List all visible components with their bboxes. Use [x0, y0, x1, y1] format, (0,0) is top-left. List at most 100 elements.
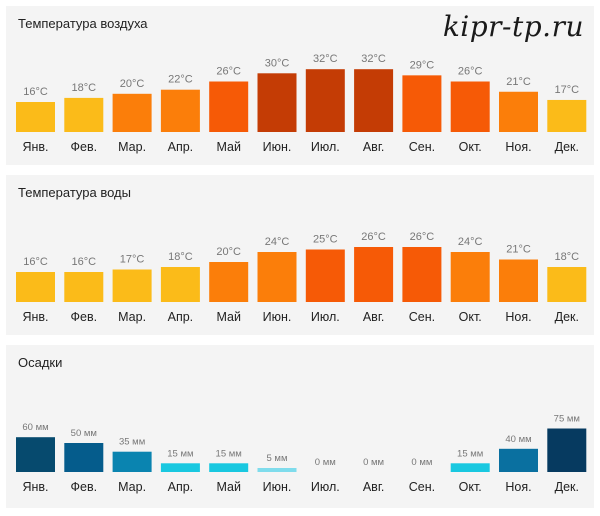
value-label-11: 18°C [555, 251, 580, 263]
bar-4 [209, 262, 249, 302]
bar-3 [160, 267, 200, 302]
month-label-1: Фев. [71, 140, 98, 154]
month-label-10: Ноя. [505, 480, 531, 494]
bar-11 [547, 267, 587, 302]
value-label-6: 25°C [313, 234, 338, 246]
panel-title: Температура воды [18, 185, 131, 200]
bar-1 [64, 272, 104, 302]
value-label-4: 26°C [216, 66, 241, 78]
month-label-2: Мар. [118, 480, 146, 494]
value-label-10: 21°C [506, 76, 531, 88]
month-label-4: Май [216, 140, 241, 154]
value-label-4: 15 мм [216, 448, 242, 459]
water-temperature-chart: 16°C Янв. 16°C Фев. 17°C Мар. 18°C Апр. 20°C Май 2… [16, 231, 587, 324]
bar-5 [257, 468, 297, 472]
value-label-8: 0 мм [411, 457, 432, 468]
bar-8 [402, 75, 442, 132]
value-label-2: 20°C [120, 78, 145, 90]
month-label-3: Апр. [168, 480, 194, 494]
value-label-0: 16°C [23, 256, 48, 268]
bar-2 [112, 451, 152, 472]
panel-title: Температура воздуха [18, 16, 148, 31]
month-label-10: Ноя. [505, 310, 531, 324]
value-label-3: 15 мм [167, 448, 193, 459]
month-label-8: Сен. [409, 310, 435, 324]
value-label-2: 17°C [120, 254, 145, 266]
value-label-5: 30°C [265, 57, 290, 69]
bar-7 [354, 247, 394, 302]
value-label-10: 21°C [506, 244, 531, 256]
value-label-1: 18°C [72, 82, 97, 94]
bar-3 [160, 89, 200, 132]
bar-10 [499, 448, 538, 472]
month-label-11: Дек. [555, 140, 579, 154]
value-label-10: 40 мм [505, 434, 531, 445]
bar-6 [305, 69, 345, 132]
bar-5 [257, 252, 297, 302]
bar-0 [16, 437, 55, 472]
month-label-4: Май [216, 480, 241, 494]
bar-10 [499, 259, 538, 302]
value-label-1: 16°C [72, 256, 97, 268]
value-label-3: 22°C [168, 74, 193, 86]
month-label-7: Авг. [363, 310, 384, 324]
value-label-0: 60 мм [22, 422, 48, 433]
value-label-5: 5 мм [267, 453, 288, 464]
month-label-1: Фев. [71, 480, 98, 494]
bar-1 [64, 443, 104, 472]
bar-3 [160, 463, 200, 472]
month-label-7: Авг. [363, 140, 384, 154]
value-label-7: 0 мм [363, 457, 384, 468]
bar-4 [209, 463, 249, 472]
month-label-5: Июн. [263, 310, 292, 324]
bar-10 [499, 91, 538, 132]
bar-5 [257, 73, 297, 132]
bar-2 [112, 269, 152, 302]
value-label-9: 15 мм [457, 448, 483, 459]
bar-7 [354, 69, 394, 132]
month-label-10: Ноя. [505, 140, 531, 154]
month-label-0: Янв. [22, 310, 48, 324]
bar-11 [547, 99, 587, 132]
value-label-11: 75 мм [554, 414, 580, 425]
value-label-11: 17°C [555, 84, 580, 96]
month-label-2: Мар. [118, 140, 146, 154]
month-label-5: Июн. [263, 480, 292, 494]
month-label-8: Сен. [409, 480, 435, 494]
value-label-8: 29°C [410, 59, 435, 71]
value-label-8: 26°C [410, 231, 435, 243]
bar-2 [112, 93, 152, 132]
month-label-3: Апр. [168, 140, 194, 154]
bar-4 [209, 81, 249, 132]
bar-8 [402, 247, 442, 302]
precipitation-panel: Осадки 60 мм Янв. 50 мм Фев. 35 мм Мар. 15 мм А… [6, 345, 594, 508]
value-label-9: 26°C [458, 66, 483, 78]
bar-6 [305, 249, 345, 302]
month-label-11: Дек. [555, 480, 579, 494]
air-temperature-chart: 16°C Янв. 18°C Фев. 20°C Мар. 22°C Апр. 26°C Май 3… [16, 53, 587, 154]
value-label-4: 20°C [216, 246, 241, 258]
bar-9 [450, 463, 490, 472]
month-label-4: Май [216, 310, 241, 324]
month-label-5: Июн. [263, 140, 292, 154]
value-label-7: 26°C [361, 231, 386, 243]
month-label-9: Окт. [459, 140, 482, 154]
month-label-6: Июл. [311, 310, 340, 324]
precipitation-chart: 60 мм Янв. 50 мм Фев. 35 мм Мар. 15 мм Апр. 15 м… [16, 414, 587, 494]
value-label-6: 32°C [313, 53, 338, 65]
month-label-1: Фев. [71, 310, 98, 324]
site-watermark: kipr-tp.ru [442, 10, 584, 43]
value-label-3: 18°C [168, 251, 193, 263]
month-label-9: Окт. [459, 480, 482, 494]
panel-title: Осадки [18, 355, 63, 370]
value-label-0: 16°C [23, 86, 48, 98]
value-label-1: 50 мм [71, 428, 97, 439]
value-label-6: 0 мм [315, 457, 336, 468]
month-label-8: Сен. [409, 140, 435, 154]
month-label-6: Июл. [311, 140, 340, 154]
month-label-2: Мар. [118, 310, 146, 324]
value-label-2: 35 мм [119, 437, 145, 448]
bar-0 [16, 272, 55, 302]
bar-0 [16, 102, 55, 132]
value-label-5: 24°C [265, 236, 290, 248]
